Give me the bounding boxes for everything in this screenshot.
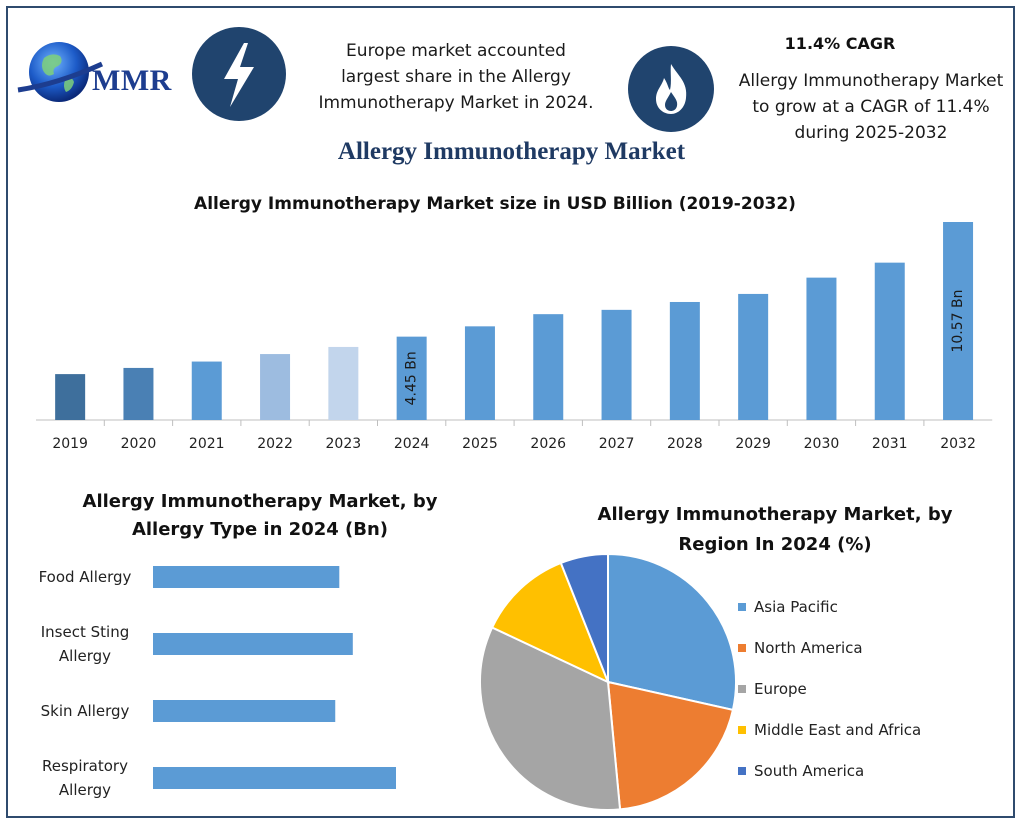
hbar-food-allergy	[153, 566, 340, 588]
logo-text: MMR	[92, 64, 172, 97]
legend-label: South America	[754, 761, 865, 780]
category-label: Insect Sting	[41, 623, 129, 641]
category-label: Food Allergy	[39, 568, 132, 586]
mmr-logo: MMR	[14, 30, 194, 110]
category-label: Respiratory	[42, 757, 128, 775]
bar-data-label: 10.57 Bn	[950, 289, 966, 352]
legend-swatch	[738, 766, 746, 775]
category-label: Allergy	[59, 647, 111, 665]
region-pie-chart	[479, 552, 737, 811]
bar-2032	[943, 222, 974, 420]
legend-item: Asia Pacific	[738, 586, 921, 627]
allergy-type-bar-chart: Food Allergy Insect Sting Allergy Skin Alle…	[39, 566, 396, 799]
legend-label: Europe	[754, 679, 807, 698]
bar-2030	[806, 277, 837, 420]
bar-2029	[738, 293, 769, 420]
cagr-line: to grow at a CAGR of 11.4%	[752, 97, 990, 117]
main-title: Allergy Immunotherapy Market	[337, 138, 686, 165]
bar-2020	[123, 367, 154, 420]
bar-2023	[328, 346, 359, 420]
lightning-bolt-icon	[192, 27, 286, 121]
legend-swatch	[738, 684, 746, 693]
region-legend: Asia Pacific North America Europe Middle Ea…	[738, 586, 921, 791]
bar-2025	[464, 326, 495, 420]
legend-item: Europe	[738, 668, 921, 709]
pie-slice-europe	[479, 626, 622, 811]
globe-icon	[17, 42, 104, 102]
x-tick-label: 2019	[52, 436, 88, 452]
market-size-bar-chart: 2019 2020 2021 2022 2023 2024 2025 2026 2027 2028…	[36, 222, 993, 452]
x-tick-label: 2031	[872, 436, 908, 452]
x-tick-label: 2024	[394, 436, 430, 452]
cagr-line: Allergy Immunotherapy Market	[738, 71, 1004, 91]
region-chart-title: Allergy Immunotherapy Market, by Region …	[597, 504, 953, 555]
x-tick-label: 2025	[462, 436, 498, 452]
x-tick-label: 2020	[121, 436, 157, 452]
allergy-type-chart-title: Allergy Immunotherapy Market, by Allergy…	[82, 491, 438, 540]
legend-label: Asia Pacific	[754, 597, 838, 616]
hbar-respiratory-allergy	[153, 767, 396, 789]
pie-slice-north-america	[606, 680, 735, 811]
bar-2021	[191, 361, 222, 420]
highlight-line: largest share in the Allergy	[341, 67, 571, 87]
category-label: Skin Allergy	[41, 702, 130, 720]
hbar-skin-allergy	[153, 700, 336, 722]
legend-item: North America	[738, 627, 921, 668]
x-tick-label: 2022	[257, 436, 293, 452]
legend-item: South America	[738, 750, 921, 791]
cagr-title: 11.4% CAGR	[784, 34, 896, 53]
bar-data-label: 4.45 Bn	[404, 351, 420, 405]
legend-item: Middle East and Africa	[738, 709, 921, 750]
bar-2022	[260, 354, 291, 420]
hbar-insect-sting-allergy	[153, 633, 353, 655]
europe-highlight: Europe market accounted largest share in…	[296, 38, 616, 116]
x-tick-label: 2030	[804, 436, 840, 452]
x-tick-label: 2028	[667, 436, 703, 452]
bar-chart-title: Allergy Immunotherapy Market size in USD…	[194, 194, 796, 214]
legend-swatch	[738, 725, 746, 734]
flame-icon	[628, 46, 714, 132]
x-tick-label: 2029	[735, 436, 771, 452]
category-label: Allergy	[59, 781, 111, 799]
x-tick-label: 2021	[189, 436, 225, 452]
highlight-line: Immunotherapy Market in 2024.	[318, 93, 594, 113]
pie-slice-middle-east-and-africa	[490, 561, 610, 684]
highlight-line: Europe market accounted	[346, 41, 566, 61]
bar-2024	[396, 336, 427, 420]
x-tick-label: 2026	[530, 436, 566, 452]
x-tick-label: 2023	[326, 436, 362, 452]
legend-label: Middle East and Africa	[754, 720, 922, 739]
cagr-line: during 2025-2032	[794, 123, 948, 143]
pie-slice-south-america	[559, 552, 609, 683]
cagr-description: Allergy Immunotherapy Market to grow at …	[726, 68, 1016, 146]
pie-slice-asia-pacific	[607, 552, 737, 712]
x-tick-label: 2027	[599, 436, 635, 452]
bar-2031	[874, 262, 905, 420]
legend-swatch	[738, 602, 746, 611]
bar-2019	[55, 374, 86, 420]
x-tick-label: 2032	[940, 436, 976, 452]
bar-2026	[533, 314, 564, 420]
bar-2028	[669, 301, 700, 420]
legend-swatch	[738, 643, 746, 652]
bar-2027	[601, 309, 632, 420]
legend-label: North America	[754, 638, 863, 657]
